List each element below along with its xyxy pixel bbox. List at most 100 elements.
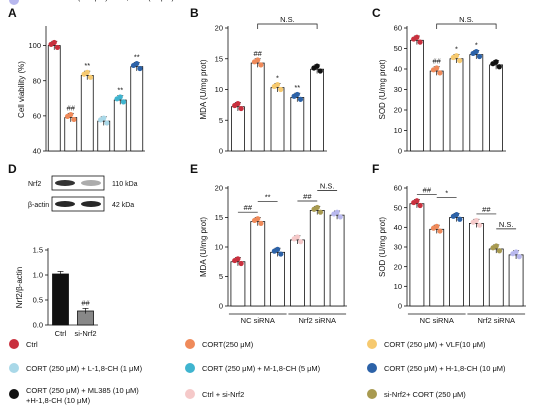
y-tick-label: 0 [398,302,402,311]
group-label: Nrf2 siRNA [298,316,336,325]
y-axis-label: SOD (U/mg prot) [378,217,387,277]
legend-item: CORT (250 μM) + H-1,8-CH (10 μM) [367,363,506,373]
bar [113,99,127,152]
bar [429,228,445,307]
data-point [255,216,261,222]
data-point [317,209,324,215]
bar [80,75,94,152]
y-tick-label: 1.0 [33,271,43,280]
y-axis-label: MDA (U/mg prot) [199,217,208,277]
blot-size-label: 42 kDa [112,202,134,209]
y-tick-label: 1.5 [33,246,43,255]
data-point [516,254,522,260]
bracket-label: ## [303,192,312,201]
y-tick-label: 30 [394,85,402,94]
bar [309,210,325,307]
data-point [513,249,519,255]
y-tick-label: 100 [28,41,41,50]
y-tick-label: 0 [219,302,223,311]
legend-swatch [9,0,19,5]
legend-label: Ctrl + si-Nrf2 [202,390,244,399]
data-point [51,39,57,46]
y-tick-label: 40 [33,147,41,156]
panel-c: C 0 10 20 30 40 50 60 SOD (U/mg prot) ## * * N.S. [372,6,506,156]
data-point [54,44,61,51]
data-point [473,48,479,55]
legend-label: CORT(250 μM) [202,340,254,349]
significance-label: ## [67,103,76,112]
data-point [117,94,123,100]
bracket-label: * [445,188,448,197]
y-tick-label: 0.0 [33,321,43,330]
panel-f: F 0 10 20 30 40 50 60 SOD (U/mg prot) ## * ## N.S. NC… [372,162,526,325]
legend-item: Ctrl + si-Nrf2 [185,389,244,399]
y-tick-label: 40 [394,65,402,74]
bar [64,117,78,152]
bar [230,106,245,152]
bar [508,254,524,307]
data-point [68,111,74,118]
bracket-label: N.S. [280,15,295,24]
legend-label-line2: +H-1,8-CH (10 μM) [26,396,91,405]
panel-a: A 40 60 80 100 Cell viability (%) ## ** ** ** [8,6,145,156]
data-point [496,248,503,254]
blot-label: β-actin [28,202,49,209]
significance-label: * [475,40,478,49]
y-tick-label: 30 [394,243,402,252]
y-axis-label: MDA (U/mg prot) [199,59,208,119]
legend-label: CORT (250 μM) + VLF(10 μM) [384,340,486,349]
bracket-label: ## [423,185,432,194]
data-point [317,68,323,74]
data-point [294,234,301,240]
y-tick-label: 15 [215,213,223,222]
panel-letter: E [190,162,198,176]
data-point [101,115,107,121]
bar [52,273,69,326]
data-point [238,105,244,112]
data-point [493,243,499,249]
y-tick-label: 80 [33,76,41,85]
legend-item: si-Nrf2+ CORT (250 μM) [367,389,466,399]
y-tick-label: 0.5 [33,296,43,305]
data-point [453,53,460,59]
legend-item: si-Nrf2+ CORT (250 μM)+ H-1,8-CH (10 μM) [9,0,174,5]
bar [489,64,504,152]
y-tick-label: 20 [394,106,402,115]
bar [310,68,325,152]
data-point [414,34,420,40]
y-axis-label: SOD (U/mg prot) [378,59,387,119]
blot-size-label: 110 kDa [112,181,138,188]
bracket-label: N.S. [459,15,474,24]
data-point [278,86,284,93]
significance-label: ** [294,83,300,92]
x-tick-label: si-Nrf2 [74,329,96,338]
significance-label: ## [81,298,90,307]
data-point [496,64,502,70]
bar [270,251,285,307]
bar [250,62,265,152]
y-tick-label: 60 [394,184,402,193]
bar [290,97,305,152]
y-tick-label: 40 [394,223,402,232]
data-point [434,65,440,71]
y-tick-label: 10 [394,282,402,291]
y-tick-label: 20 [215,24,223,33]
legend-label: si-Nrf2+ CORT (250 μM) [384,390,466,399]
bar [429,70,444,152]
data-point [87,74,94,80]
x-tick-label: Ctrl [55,329,67,338]
blot-frame [51,196,105,212]
significance-label: ** [134,52,140,61]
legend-swatch [9,389,19,399]
legend-swatch [185,363,195,373]
data-point [417,202,423,209]
comparison-bracket [257,23,318,29]
blot-band [81,201,101,207]
data-point [297,96,304,102]
legend-label: CORT (250 μM) + ML385 (10 μM) [26,386,139,395]
significance-label: ** [117,86,123,95]
bar [270,87,285,152]
legend-item: CORT (250 μM) + M-1,8-CH (5 μM) [185,363,321,373]
y-tick-label: 10 [215,243,223,252]
